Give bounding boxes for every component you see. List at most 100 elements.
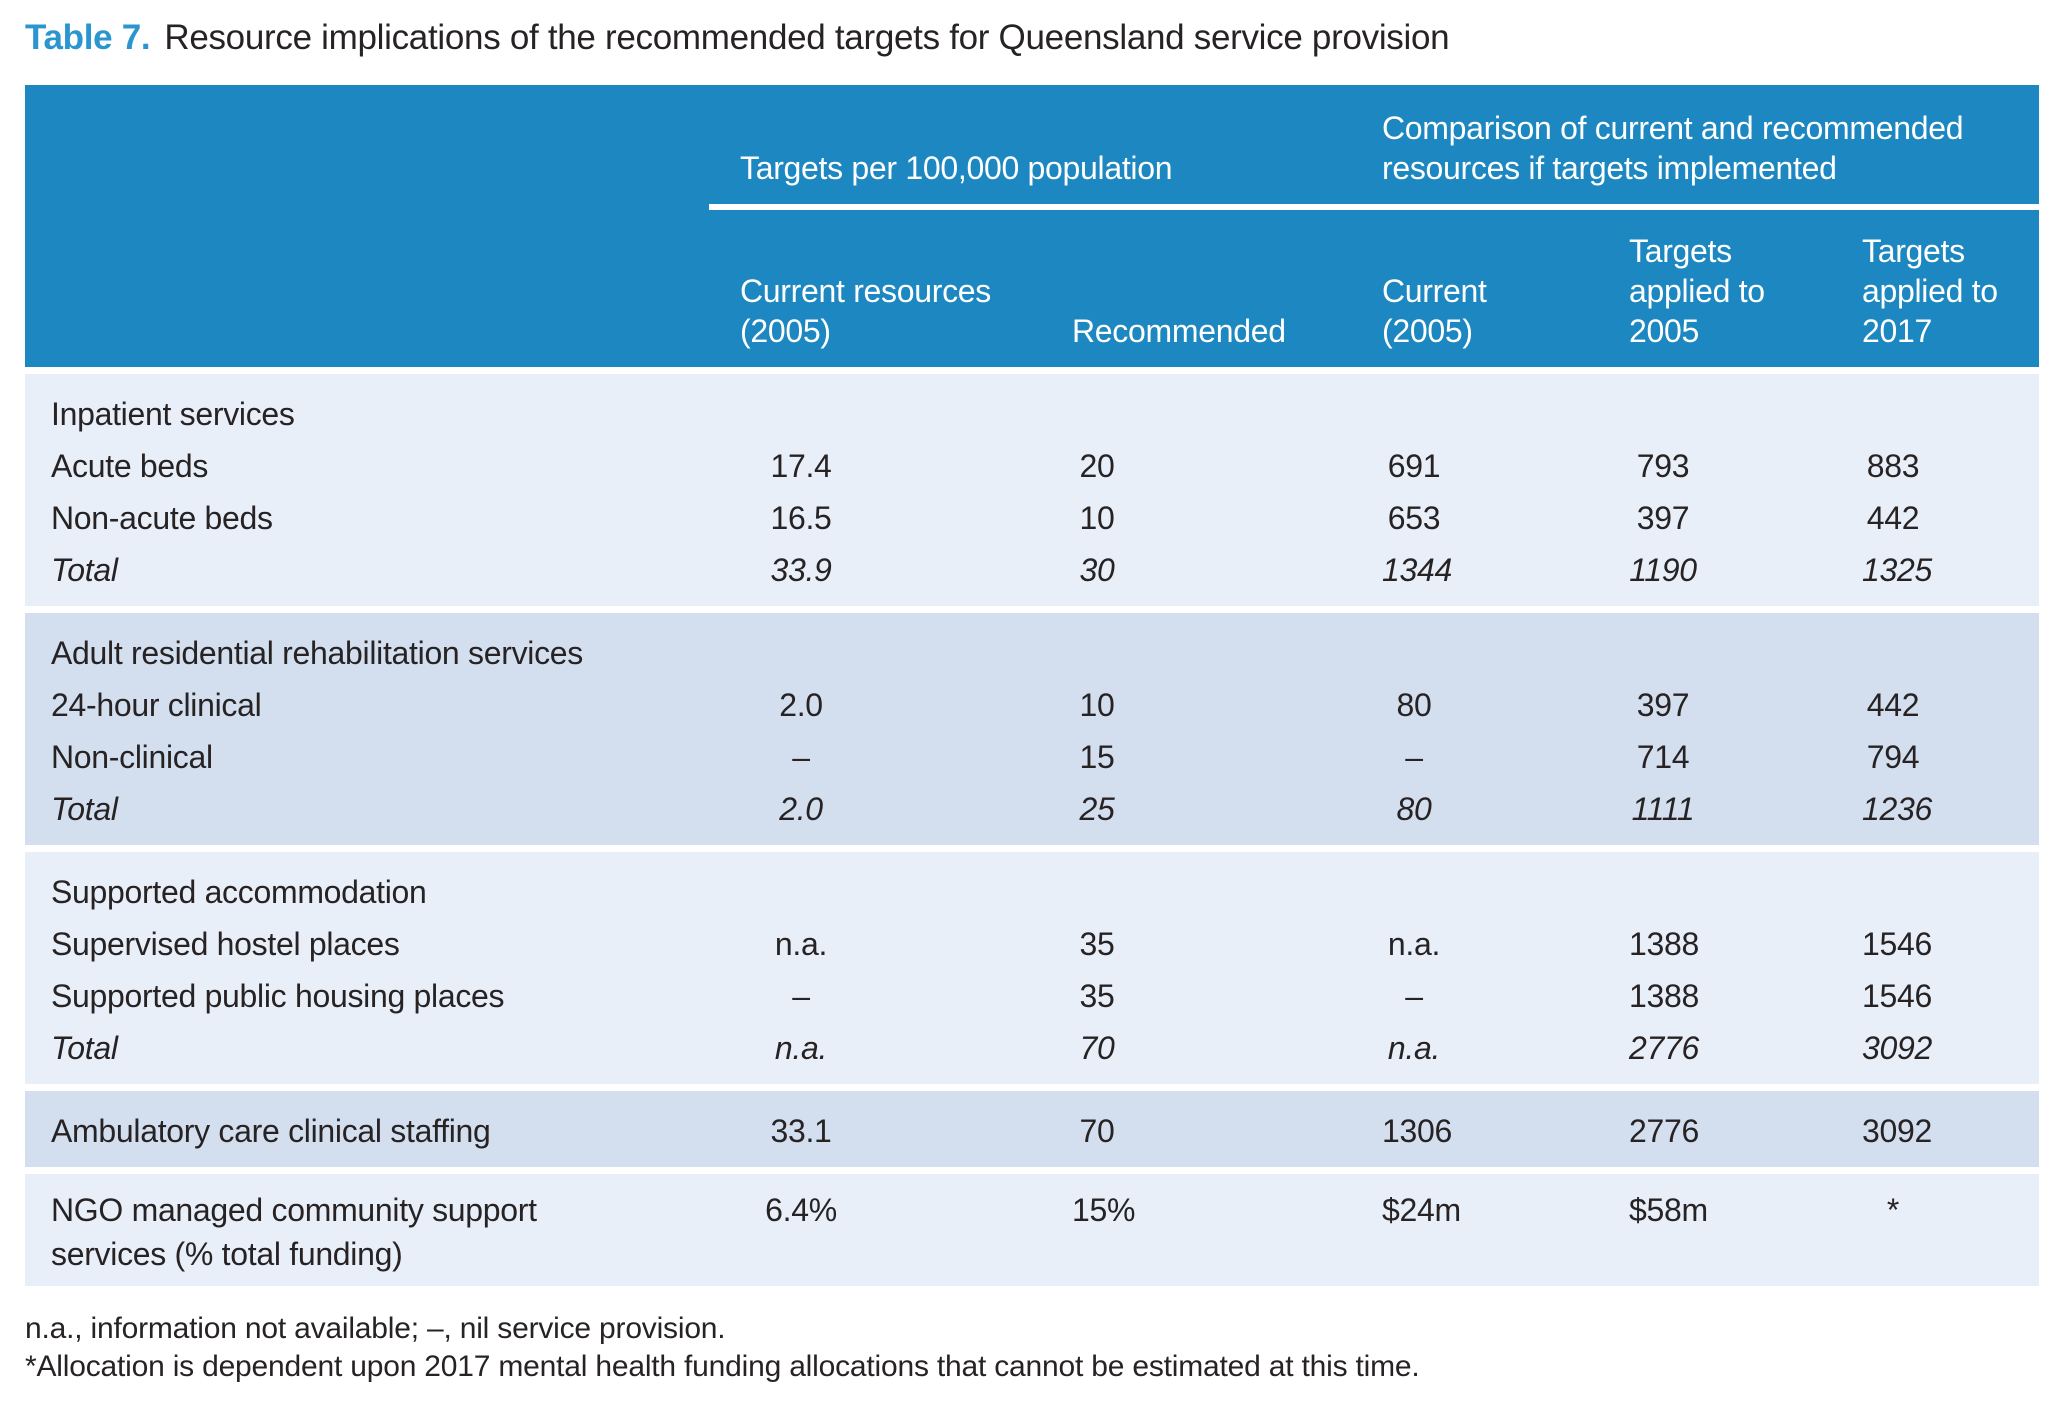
cell-targets-applied-2017: * [1886, 1192, 1900, 1228]
cell-current-2005: $24m [1382, 1192, 1461, 1228]
row-label: Acute beds [25, 440, 740, 492]
cell-current-2005 [1382, 627, 1629, 679]
cell-targets-applied-2017: 3092 [1862, 1113, 1932, 1149]
cell-targets-applied-2017: 3092 [1862, 1030, 1932, 1066]
column-header-targets-applied-2005: Targets applied to 2005 [1629, 210, 1862, 367]
table-title: Table 7. Resource implications of the rec… [25, 16, 2063, 60]
row-label-line: 24-hour clinical [51, 687, 262, 723]
table-row: 24-hour clinical 2.0 10 80 397 442 [25, 679, 2039, 731]
row-label-line: Non-acute beds [51, 500, 273, 536]
column-header-line: 2005 [1629, 313, 1699, 349]
cell-current-resources-2005: – [792, 978, 810, 1014]
column-header-line: applied to [1862, 273, 1998, 309]
cell-targets-applied-2017: 883 [1866, 448, 1920, 484]
cell-targets-applied-2017: 1236 [1862, 791, 1932, 827]
row-label: Non-clinical [25, 731, 740, 783]
table-row: Supported public housing places – 35 – 1388 1… [25, 970, 2039, 1022]
section-2: Supported accommodation Supervised hostel… [25, 852, 2039, 1084]
cell-targets-applied-2005 [1629, 866, 1862, 918]
row-label-line: NGO managed community support [51, 1192, 537, 1228]
row-label-line: Supported accommodation [51, 874, 427, 910]
cell-recommended: 35 [1079, 926, 1115, 962]
column-header-line: (2005) [740, 313, 831, 349]
cell-current-resources-2005 [740, 866, 1072, 918]
row-label-line: Supervised hostel places [51, 926, 400, 962]
row-label: Supported accommodation [25, 866, 740, 918]
footnote-line: n.a., information not available; –, nil … [25, 1312, 726, 1345]
cell-targets-applied-2005: 1111 [1631, 791, 1695, 827]
column-header-current-resources-2005: Current resources (2005) [740, 210, 1072, 367]
cell-targets-applied-2017: 1546 [1862, 926, 1932, 962]
row-label: Supervised hostel places [25, 918, 740, 970]
row-label: Non-acute beds [25, 492, 740, 544]
row-label-line: Inpatient services [51, 396, 295, 432]
cell-current-2005: n.a. [1387, 926, 1441, 962]
table-body: Inpatient services Acute beds 17.4 20 691 793… [25, 374, 2039, 1286]
group-header-comparison: Comparison of current and recommended res… [1382, 108, 2039, 188]
footnote-line: *Allocation is dependent upon 2017 menta… [25, 1350, 1420, 1383]
cell-targets-applied-2005: 793 [1636, 448, 1690, 484]
cell-current-2005: – [1405, 739, 1423, 775]
cell-recommended: 20 [1079, 448, 1115, 484]
row-label-line: Total [51, 552, 118, 588]
cell-targets-applied-2005: 714 [1636, 739, 1690, 775]
table-row: Total 33.9 30 1344 1190 1325 [25, 544, 2039, 596]
cell-recommended [1072, 388, 1382, 440]
section-1: Adult residential rehabilitation service… [25, 613, 2039, 845]
table-row: Non-clinical – 15 – 714 794 [25, 731, 2039, 783]
row-label: Supported public housing places [25, 970, 740, 1022]
group-header-comparison-line: Comparison of current and recommended [1382, 110, 1964, 146]
cell-current-2005 [1382, 866, 1629, 918]
table-header: Targets per 100,000 population Compariso… [25, 85, 2039, 367]
row-label: Ambulatory care clinical staffing [25, 1105, 740, 1157]
cell-targets-applied-2005: 1190 [1629, 552, 1697, 588]
table-row: Total n.a. 70 n.a. 2776 3092 [25, 1022, 2039, 1074]
column-header-recommended: Recommended [1072, 210, 1382, 367]
row-label-line: Total [51, 1030, 118, 1066]
cell-targets-applied-2005: 397 [1636, 500, 1690, 536]
column-header-line: Targets [1862, 233, 1965, 269]
cell-current-resources-2005: 17.4 [770, 448, 832, 484]
group-header-targets: Targets per 100,000 population [740, 150, 1173, 186]
cell-recommended: 35 [1079, 978, 1115, 1014]
cell-current-resources-2005: 33.1 [770, 1113, 832, 1149]
cell-targets-applied-2005 [1629, 388, 1862, 440]
cell-current-2005: – [1405, 978, 1423, 1014]
column-header-line: Current [1382, 273, 1487, 309]
row-label: NGO managed community support services (%… [25, 1188, 740, 1276]
table-row: Inpatient services [25, 388, 2039, 440]
cell-targets-applied-2017: 1325 [1862, 552, 1932, 588]
footnotes: n.a., information not available; –, nil … [25, 1310, 2063, 1386]
cell-current-resources-2005 [740, 627, 1072, 679]
cell-targets-applied-2005: 397 [1636, 687, 1690, 723]
cell-current-resources-2005: – [792, 739, 810, 775]
cell-current-resources-2005: n.a. [774, 1030, 828, 1066]
table-row: Acute beds 17.4 20 691 793 883 [25, 440, 2039, 492]
section-0: Inpatient services Acute beds 17.4 20 691 793… [25, 374, 2039, 606]
table-number: Table 7. [25, 18, 151, 57]
row-label-line: Acute beds [51, 448, 209, 484]
cell-targets-applied-2005: 1388 [1629, 926, 1699, 962]
row-label: Total [25, 1022, 740, 1074]
cell-targets-applied-2017: 442 [1866, 687, 1920, 723]
cell-current-resources-2005: 2.0 [779, 791, 823, 827]
column-header-line: applied to [1629, 273, 1765, 309]
section-3: Ambulatory care clinical staffing 33.1 70 1… [25, 1091, 2039, 1167]
table-row: Ambulatory care clinical staffing 33.1 70 1… [25, 1105, 2039, 1157]
row-label: Total [25, 783, 740, 835]
row-label: Total [25, 544, 740, 596]
cell-recommended: 15% [1072, 1192, 1136, 1228]
column-header-line: 2017 [1862, 313, 1932, 349]
row-label: Adult residential rehabilitation service… [25, 627, 740, 679]
cell-current-resources-2005: 6.4% [765, 1192, 837, 1228]
row-label-line: Non-clinical [51, 739, 213, 775]
column-header-line: (2005) [1382, 313, 1473, 349]
cell-current-2005: 80 [1396, 791, 1432, 827]
cell-targets-applied-2017: 794 [1866, 739, 1920, 775]
row-label-line: services (% total funding) [51, 1236, 403, 1272]
cell-current-resources-2005: 2.0 [779, 687, 823, 723]
table-row: Total 2.0 25 80 1111 1236 [25, 783, 2039, 835]
cell-recommended: 15 [1079, 739, 1115, 775]
cell-current-2005: 1344 [1382, 552, 1452, 588]
row-label-line: Total [51, 791, 118, 827]
